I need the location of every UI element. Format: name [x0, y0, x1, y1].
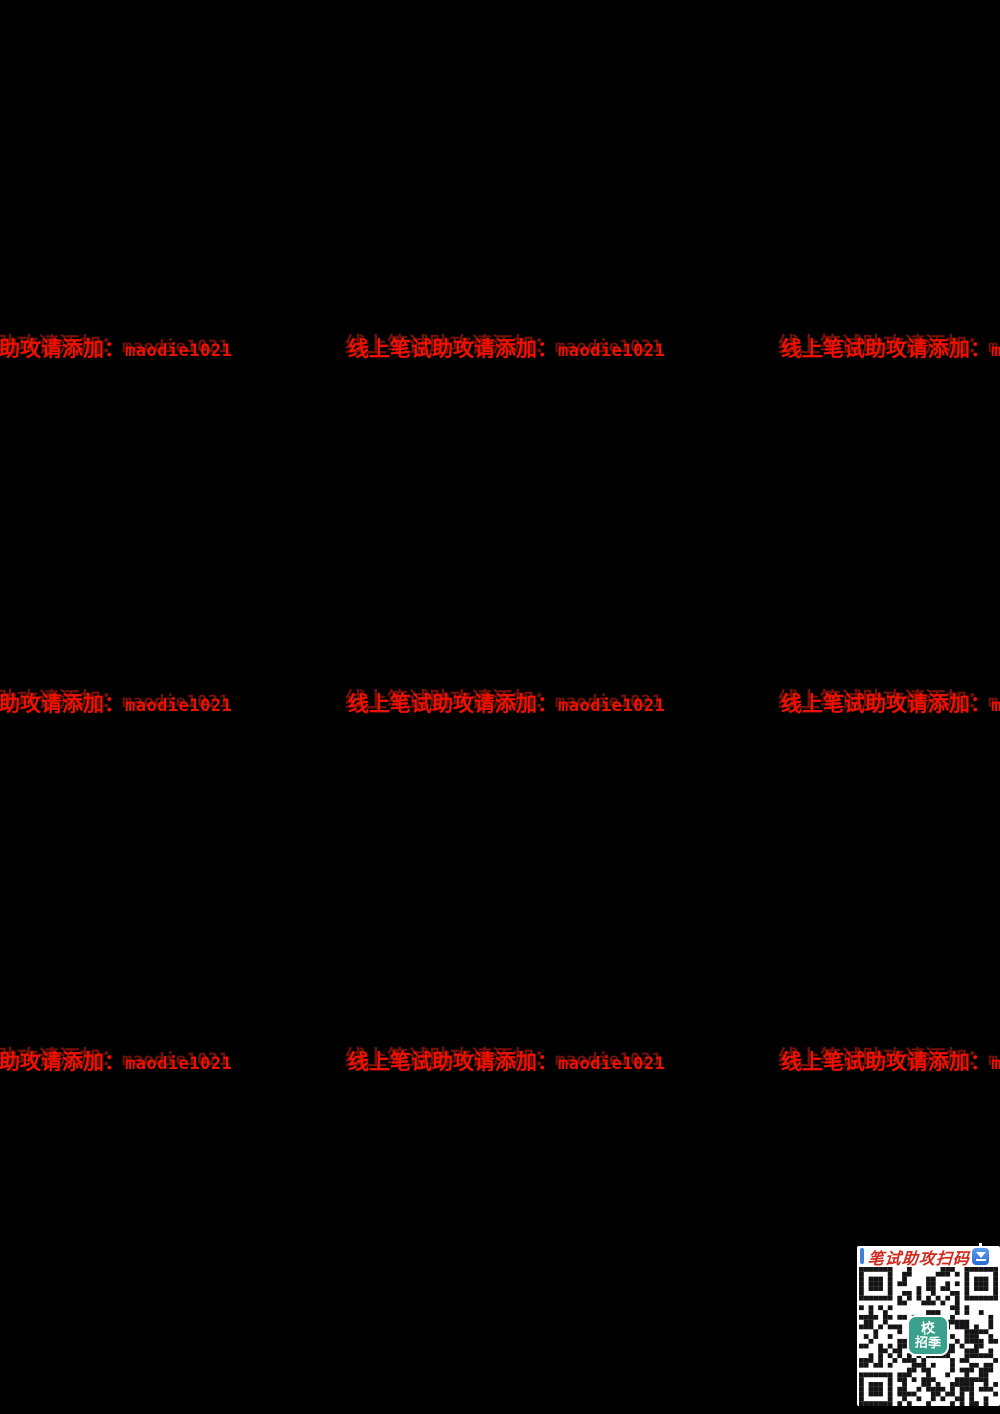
watermark-row: 线上笔试助攻请添加：maodie1021 线上笔试助攻请添加：maodie102…	[0, 1051, 1000, 1079]
watermark-text-cn: 线上笔试助攻请添加：	[0, 693, 125, 716]
watermark-contact-code: maodie1021	[991, 1054, 1000, 1074]
watermark-tile: 线上笔试助攻请添加：maodie1021	[781, 693, 1000, 719]
qr-center-logo: 校 招季	[907, 1315, 949, 1356]
watermark-tile: 线上笔试助攻请添加：maodie1021	[348, 338, 665, 364]
qr-code	[859, 1267, 998, 1406]
download-arrow-icon	[972, 1242, 989, 1265]
watermark-contact-code: maodie1021	[125, 341, 233, 361]
watermark-text-cn: 线上笔试助攻请添加：	[781, 693, 991, 716]
watermark-tile: 线上笔试助攻请添加：maodie1021	[0, 693, 232, 719]
watermark-row: 线上笔试助攻请添加：maodie1021 线上笔试助攻请添加：maodie102…	[0, 338, 1000, 366]
watermark-contact-code: maodie1021	[125, 1054, 233, 1074]
watermark-tile: 线上笔试助攻请添加：maodie1021	[348, 1051, 665, 1077]
watermark-contact-code: maodie1021	[558, 341, 666, 361]
watermark-contact-code: maodie1021	[991, 341, 1000, 361]
download-arrow-stem	[979, 1242, 982, 1247]
qr-card: 笔试助攻扫码 校 招季	[857, 1242, 1000, 1406]
download-tray-bar	[975, 1258, 986, 1261]
watermark-text-cn: 线上笔试助攻请添加：	[781, 338, 991, 361]
watermark-contact-code: maodie1021	[991, 696, 1000, 716]
watermark-contact-code: maodie1021	[558, 696, 666, 716]
qr-logo-text-line2: 招季	[914, 1334, 942, 1351]
watermark-tile: 线上笔试助攻请添加：maodie1021	[781, 1051, 1000, 1077]
watermark-contact-code: maodie1021	[125, 696, 233, 716]
download-arrow-head	[975, 1251, 986, 1258]
qr-title-row: 笔试助攻扫码	[857, 1242, 1000, 1268]
watermark-contact-code: maodie1021	[558, 1054, 666, 1074]
watermark-tile: 线上笔试助攻请添加：maodie1021	[781, 338, 1000, 364]
watermark-text-cn: 线上笔试助攻请添加：	[0, 1051, 125, 1074]
watermark-row: 线上笔试助攻请添加：maodie1021 线上笔试助攻请添加：maodie102…	[0, 693, 1000, 721]
watermark-text-cn: 线上笔试助攻请添加：	[348, 693, 558, 716]
watermark-text-cn: 线上笔试助攻请添加：	[781, 1051, 991, 1074]
watermark-text-cn: 线上笔试助攻请添加：	[0, 338, 125, 361]
watermark-tile: 线上笔试助攻请添加：maodie1021	[348, 693, 665, 719]
blue-edge-fragment	[860, 1248, 864, 1264]
watermark-tile: 线上笔试助攻请添加：maodie1021	[0, 338, 232, 364]
watermark-tile: 线上笔试助攻请添加：maodie1021	[0, 1051, 232, 1077]
watermark-text-cn: 线上笔试助攻请添加：	[348, 1051, 558, 1074]
watermark-text-cn: 线上笔试助攻请添加：	[348, 338, 558, 361]
qr-title: 笔试助攻扫码	[867, 1250, 971, 1268]
